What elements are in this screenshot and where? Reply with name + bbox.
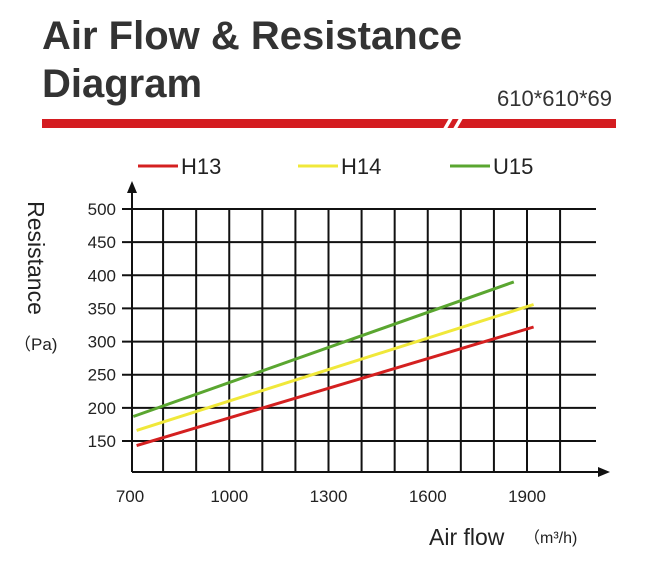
y-axis-unit: （Pa): [14, 335, 57, 354]
x-axis-title: Air flow （m³/h): [429, 524, 577, 550]
y-tick-label: 500: [88, 200, 116, 219]
series-line-h14: [136, 303, 535, 432]
chart-subtitle: 610*610*69: [496, 86, 612, 111]
title-line-1: Air Flow & Resistance: [42, 14, 463, 58]
tick-labels: 150 200 250 300 350 400 450 500 700 1000 1300 1600 1…: [88, 200, 546, 506]
legend-label-h13: H13: [181, 154, 221, 179]
title-line-2: Diagram: [42, 62, 203, 106]
legend: H13 H14 U15: [138, 154, 533, 179]
legend-label-u15: U15: [493, 154, 533, 179]
y-tick-label: 300: [88, 333, 116, 352]
y-axis-label: Resistance: [23, 201, 49, 315]
y-axis-arrow: [127, 181, 137, 193]
x-axis-arrow: [598, 467, 610, 477]
y-tick-label: 250: [88, 366, 116, 385]
chart-title: Air Flow & Resistance Diagram: [42, 12, 462, 108]
x-tick-label: 1300: [310, 487, 348, 506]
series-lines: [132, 280, 535, 448]
x-tick-label: 1600: [409, 487, 447, 506]
y-tick-label: 200: [88, 399, 116, 418]
x-tick-label: 700: [116, 487, 144, 506]
axes: [127, 181, 610, 477]
x-axis-unit: （m³/h): [524, 529, 577, 547]
y-tick-label: 150: [88, 432, 116, 451]
series-line-u15: [132, 280, 515, 418]
title-rule: [42, 119, 616, 128]
y-tick-label: 350: [88, 299, 116, 318]
y-tick-label: 450: [88, 233, 116, 252]
y-tick-label: 400: [88, 266, 116, 285]
grid: [122, 208, 596, 472]
legend-label-h14: H14: [341, 154, 381, 179]
x-tick-label: 1000: [210, 487, 248, 506]
x-tick-label: 1900: [508, 487, 546, 506]
y-axis-title: Resistance （Pa): [14, 201, 57, 354]
series-line-h13: [136, 325, 535, 448]
x-axis-label: Air flow: [429, 524, 505, 550]
